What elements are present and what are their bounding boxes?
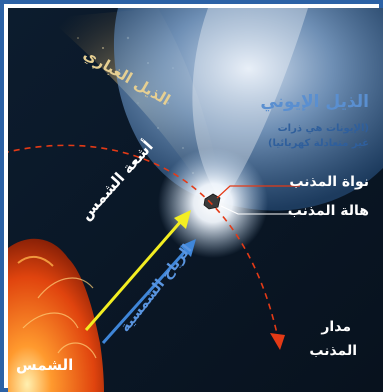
orbit-arrowhead (270, 333, 285, 350)
comet-orbit-label-line1: مدار (321, 319, 351, 335)
diagram-graphics (8, 8, 383, 392)
ion-tail-label: الذيل الإيوني (260, 92, 369, 112)
comet-orbit (8, 144, 279, 339)
comet-coma-label: هالة المذنب (287, 203, 369, 219)
comet-nucleus (203, 193, 221, 210)
coma-pointer (220, 205, 300, 215)
comet-nucleus-label: نواة المذنب (289, 174, 369, 190)
comet-diagram: الذيل الغباري الذيل الإيوني (الإيونات هي… (8, 8, 383, 392)
nucleus-pointer (216, 185, 300, 199)
sun (8, 238, 104, 392)
comet-orbit-label-line2: المذنب (309, 343, 357, 359)
sun-label: الشمس (16, 356, 74, 374)
ion-note-line1: (الإيونات هي ذرات (277, 123, 369, 134)
ion-note-line2: غير متعادلة كهربائيا) (267, 138, 369, 149)
sunlight-arrow (84, 210, 191, 331)
solar-wind-arrow (101, 239, 196, 345)
